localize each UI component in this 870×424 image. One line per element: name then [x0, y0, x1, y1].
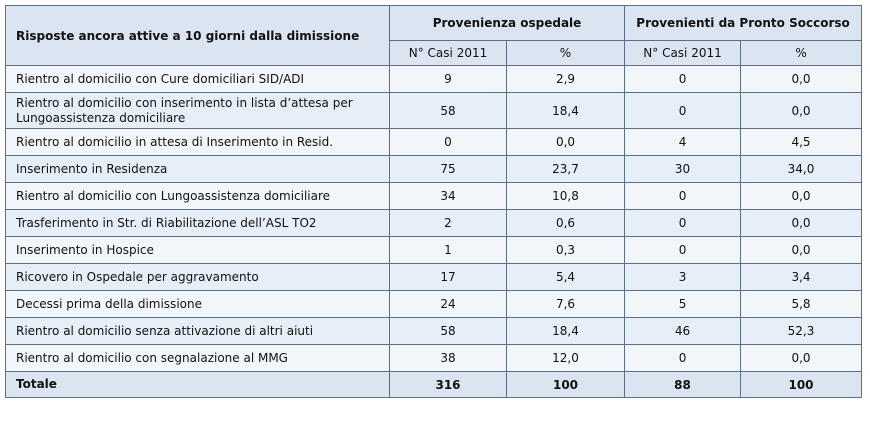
cell-casi-ps: 4: [624, 128, 742, 156]
row-label: Rientro al domicilio con Lungoassistenza…: [5, 182, 390, 210]
cell-casi-ps: 0: [624, 182, 742, 210]
row-label: Trasferimento in Str. di Riabilitazione …: [5, 209, 390, 237]
total-casi-ps: 88: [624, 371, 742, 398]
cell-pct-ospedale: 0,3: [505, 236, 626, 264]
cell-pct-ospedale: 0,6: [505, 209, 626, 237]
row-label: Rientro al domicilio con inserimento in …: [5, 92, 390, 129]
cell-pct-ps: 52,3: [740, 317, 863, 345]
row-label: Ricovero in Ospedale per aggravamento: [5, 263, 390, 291]
cell-pct-ospedale: 7,6: [505, 290, 626, 318]
cell-casi-ps: 5: [624, 290, 742, 318]
outcomes-table: Risposte ancora attive a 10 giorni dalla…: [5, 5, 863, 398]
cell-pct-ospedale: 18,4: [505, 92, 626, 129]
table-row: Trasferimento in Str. di Riabilitazione …: [5, 209, 863, 237]
total-casi-ospedale: 316: [389, 371, 507, 398]
total-row: Totale 316 100 88 100: [5, 371, 863, 398]
corner-header: Risposte ancora attive a 10 giorni dalla…: [5, 5, 390, 66]
subheader-casi-ospedale: N° Casi 2011: [389, 40, 507, 66]
cell-pct-ospedale: 5,4: [505, 263, 626, 291]
table-row: Inserimento in Hospice 1 0,3 0 0,0: [5, 236, 863, 264]
table-row: Ricovero in Ospedale per aggravamento 17…: [5, 263, 863, 291]
row-label: Decessi prima della dimissione: [5, 290, 390, 318]
table-row: Rientro al domicilio con inserimento in …: [5, 92, 863, 129]
cell-pct-ps: 0,0: [740, 182, 863, 210]
cell-pct-ospedale: 18,4: [505, 317, 626, 345]
outcomes-table-container: Risposte ancora attive a 10 giorni dalla…: [5, 5, 863, 398]
cell-pct-ps: 0,0: [740, 209, 863, 237]
group-header-pronto-soccorso: Provenienti da Pronto Soccorso: [624, 5, 863, 41]
subheader-pct-ps: %: [740, 40, 863, 66]
cell-casi-ospedale: 9: [389, 65, 507, 93]
cell-pct-ps: 0,0: [740, 344, 863, 372]
total-pct-ospedale: 100: [505, 371, 626, 398]
cell-casi-ps: 0: [624, 236, 742, 264]
row-label: Rientro al domicilio senza attivazione d…: [5, 317, 390, 345]
table-row: Rientro al domicilio con Lungoassistenza…: [5, 182, 863, 210]
cell-pct-ps: 5,8: [740, 290, 863, 318]
cell-pct-ps: 0,0: [740, 92, 863, 129]
cell-casi-ps: 0: [624, 92, 742, 129]
cell-casi-ps: 30: [624, 155, 742, 183]
cell-pct-ps: 0,0: [740, 236, 863, 264]
cell-pct-ospedale: 12,0: [505, 344, 626, 372]
table-row: Inserimento in Residenza 75 23,7 30 34,0: [5, 155, 863, 183]
total-pct-ps: 100: [740, 371, 863, 398]
cell-pct-ospedale: 0,0: [505, 128, 626, 156]
cell-casi-ospedale: 24: [389, 290, 507, 318]
cell-pct-ps: 3,4: [740, 263, 863, 291]
cell-pct-ospedale: 10,8: [505, 182, 626, 210]
table-row: Rientro al domicilio in attesa di Inseri…: [5, 128, 863, 156]
cell-casi-ospedale: 34: [389, 182, 507, 210]
table-row: Rientro al domicilio senza attivazione d…: [5, 317, 863, 345]
cell-casi-ps: 46: [624, 317, 742, 345]
table-body: Rientro al domicilio con Cure domiciliar…: [5, 65, 863, 372]
cell-casi-ospedale: 1: [389, 236, 507, 264]
row-label: Rientro al domicilio con Cure domiciliar…: [5, 65, 390, 93]
cell-casi-ospedale: 58: [389, 92, 507, 129]
subheader-pct-ospedale: %: [505, 40, 626, 66]
cell-casi-ospedale: 75: [389, 155, 507, 183]
row-label: Inserimento in Hospice: [5, 236, 390, 264]
table-row: Rientro al domicilio con Cure domiciliar…: [5, 65, 863, 93]
row-label: Inserimento in Residenza: [5, 155, 390, 183]
cell-casi-ospedale: 0: [389, 128, 507, 156]
cell-casi-ospedale: 58: [389, 317, 507, 345]
cell-casi-ps: 0: [624, 344, 742, 372]
cell-casi-ospedale: 38: [389, 344, 507, 372]
table-row: Rientro al domicilio con segnalazione al…: [5, 344, 863, 372]
subheader-casi-ps: N° Casi 2011: [624, 40, 742, 66]
cell-pct-ps: 0,0: [740, 65, 863, 93]
total-label: Totale: [5, 371, 390, 398]
row-label: Rientro al domicilio in attesa di Inseri…: [5, 128, 390, 156]
cell-pct-ospedale: 23,7: [505, 155, 626, 183]
cell-pct-ps: 34,0: [740, 155, 863, 183]
cell-casi-ospedale: 17: [389, 263, 507, 291]
table-row: Decessi prima della dimissione 24 7,6 5 …: [5, 290, 863, 318]
group-header-ospedale: Provenienza ospedale: [388, 5, 626, 41]
cell-casi-ospedale: 2: [389, 209, 507, 237]
cell-pct-ospedale: 2,9: [505, 65, 626, 93]
cell-casi-ps: 0: [624, 65, 742, 93]
row-label: Rientro al domicilio con segnalazione al…: [5, 344, 390, 372]
cell-casi-ps: 0: [624, 209, 742, 237]
cell-casi-ps: 3: [624, 263, 742, 291]
cell-pct-ps: 4,5: [740, 128, 863, 156]
